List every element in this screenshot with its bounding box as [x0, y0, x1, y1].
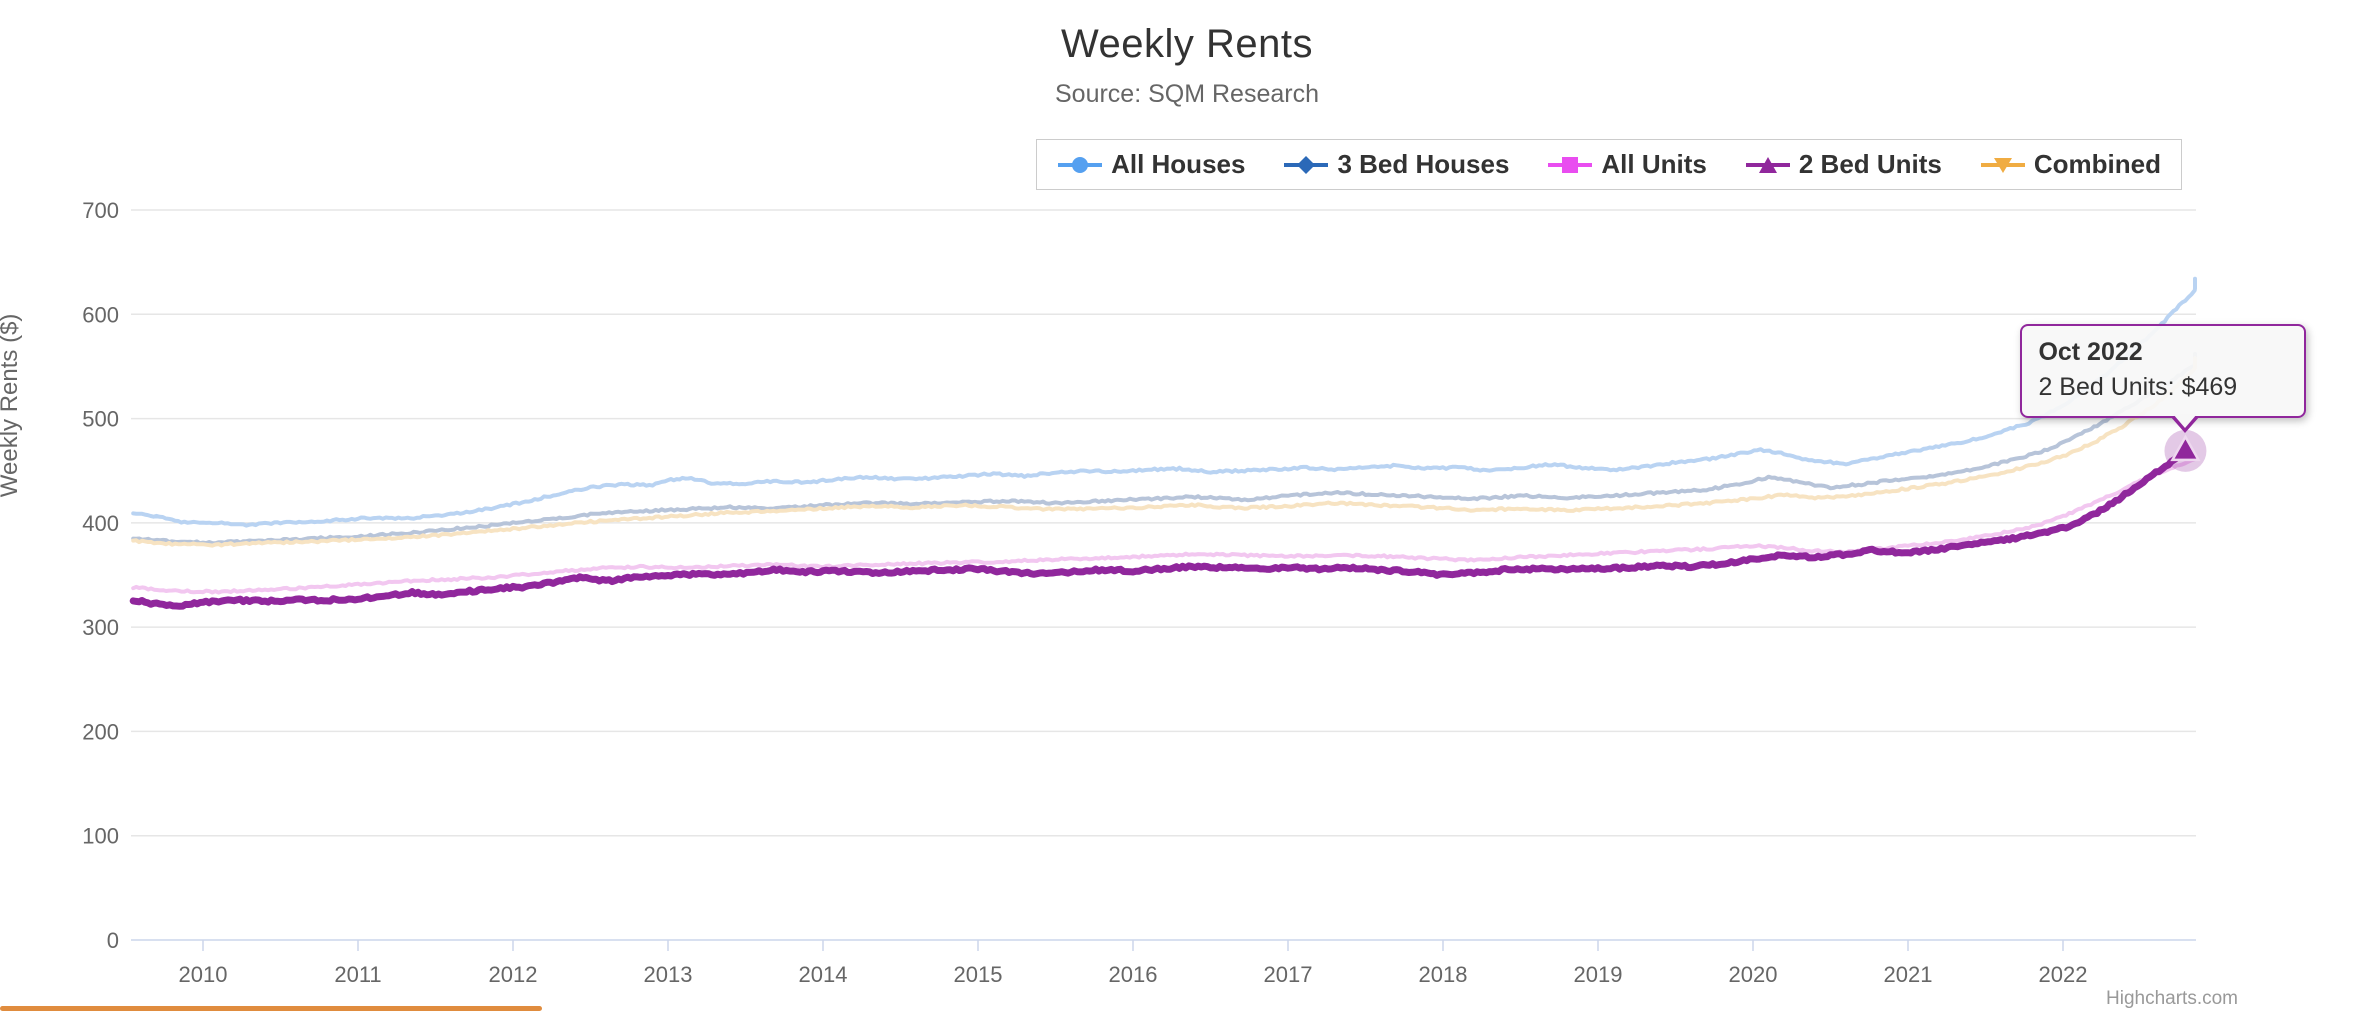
- y-axis-label: 700: [82, 198, 119, 223]
- y-axis-label: 600: [82, 302, 119, 327]
- series-line-all-houses[interactable]: [131, 276, 2197, 528]
- legend-item-combined[interactable]: Combined: [1980, 149, 2161, 180]
- x-axis-label: 2016: [1109, 962, 1158, 987]
- legend-item-all-units[interactable]: All Units: [1547, 149, 1707, 180]
- x-axis-label: 2020: [1729, 962, 1778, 987]
- chart-subtitle: Source: SQM Research: [1055, 80, 1319, 108]
- tooltip-callout-fill-icon: [2173, 413, 2198, 428]
- triangle-marker-icon: [1745, 156, 1790, 173]
- triangle-down-marker-icon: [1980, 157, 2025, 173]
- legend-label: All Units: [1601, 149, 1707, 179]
- circle-marker-icon: [1058, 156, 1103, 173]
- legend-item-3-bed-houses[interactable]: 3 Bed Houses: [1283, 149, 1509, 180]
- hover-point-marker-icon[interactable]: [2170, 434, 2201, 462]
- x-axis-label: 2013: [644, 962, 693, 987]
- highcharts-credit-link[interactable]: Highcharts.com: [2106, 988, 2238, 1009]
- x-axis-label: 2017: [1264, 962, 1313, 987]
- tooltip-header: Oct 2022: [2038, 337, 2143, 366]
- x-axis-label: 2012: [489, 962, 538, 987]
- x-axis-label: 2010: [179, 962, 228, 987]
- series-line-2-bed-units[interactable]: [129, 447, 2189, 610]
- legend-item-2-bed-units[interactable]: 2 Bed Units: [1745, 149, 1942, 180]
- y-axis-label: 500: [82, 407, 119, 432]
- legend-item-all-houses[interactable]: All Houses: [1057, 149, 1245, 180]
- bottom-accent-bar: [0, 1006, 542, 1011]
- x-axis-label: 2011: [334, 962, 381, 987]
- x-axis-label: 2019: [1574, 962, 1623, 987]
- x-axis-label: 2021: [1884, 962, 1933, 987]
- legend-label: 3 Bed Houses: [1337, 149, 1510, 179]
- series-line-combined[interactable]: [131, 356, 2197, 548]
- x-axis-label: 2015: [954, 962, 1003, 987]
- legend-label: 2 Bed Units: [1798, 149, 1942, 179]
- chart-title: Weekly Rents: [1060, 22, 1313, 66]
- y-axis-label: 200: [82, 719, 119, 744]
- y-axis-label: 400: [82, 511, 119, 536]
- series-line-3-bed-houses[interactable]: [131, 351, 2197, 546]
- legend: All Houses 3 Bed Houses All Units 2 Bed Uni…: [1036, 139, 2182, 190]
- legend-label: All Houses: [1111, 149, 1246, 179]
- x-axis-label: 2018: [1419, 962, 1468, 987]
- y-axis-title: Weekly Rents ($): [0, 313, 23, 498]
- x-axis-label: 2022: [2039, 962, 2088, 987]
- y-axis-label: 100: [82, 824, 119, 849]
- diamond-marker-icon: [1284, 155, 1329, 174]
- y-axis-label: 300: [82, 615, 119, 640]
- square-marker-icon: [1548, 156, 1593, 173]
- x-axis-label: 2014: [799, 962, 848, 987]
- y-axis-label: 0: [107, 928, 119, 953]
- legend-label: Combined: [2033, 149, 2161, 179]
- tooltip-body: 2 Bed Units: $469: [2038, 372, 2238, 401]
- tooltip: Oct 2022 2 Bed Units: $469: [2020, 323, 2307, 433]
